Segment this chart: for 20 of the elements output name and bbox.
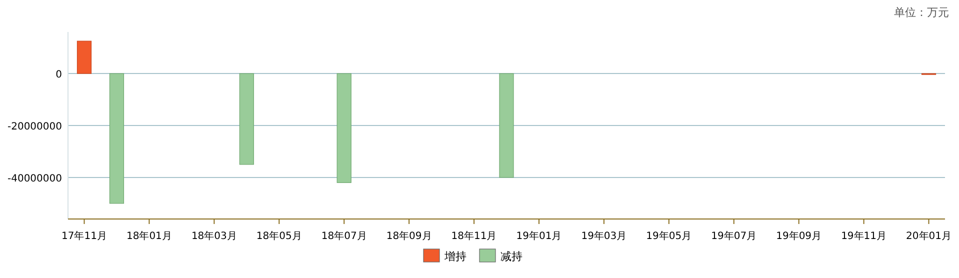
x-tick-label: 18年05月 xyxy=(256,230,302,242)
x-tick-label: 20年01月 xyxy=(906,230,952,242)
x-tick-label: 19年05月 xyxy=(646,230,692,242)
legend-label: 增持 xyxy=(444,250,466,263)
x-tick-label: 18年03月 xyxy=(191,230,237,242)
y-tick-label: -40000000 xyxy=(7,173,62,184)
x-tick-label: 19年07月 xyxy=(711,230,757,242)
x-tick-label: 18年09月 xyxy=(386,230,432,242)
x-tick-label: 19年03月 xyxy=(581,230,627,242)
legend-label: 减持 xyxy=(500,250,522,263)
x-tick-label: 18年11月 xyxy=(451,230,497,242)
x-tick-label: 18年07月 xyxy=(321,230,367,242)
x-tick-label: 19年11月 xyxy=(841,230,887,242)
y-tick-label: -20000000 xyxy=(7,122,62,132)
x-tick-label: 19年09月 xyxy=(776,230,822,242)
x-tick-label: 17年11月 xyxy=(62,230,107,242)
text: 单位：万元 xyxy=(894,6,949,19)
y-tick-label: 0 xyxy=(56,70,62,81)
x-tick-label: 18年01月 xyxy=(126,230,172,242)
x-tick-label: 19年01月 xyxy=(516,230,562,242)
